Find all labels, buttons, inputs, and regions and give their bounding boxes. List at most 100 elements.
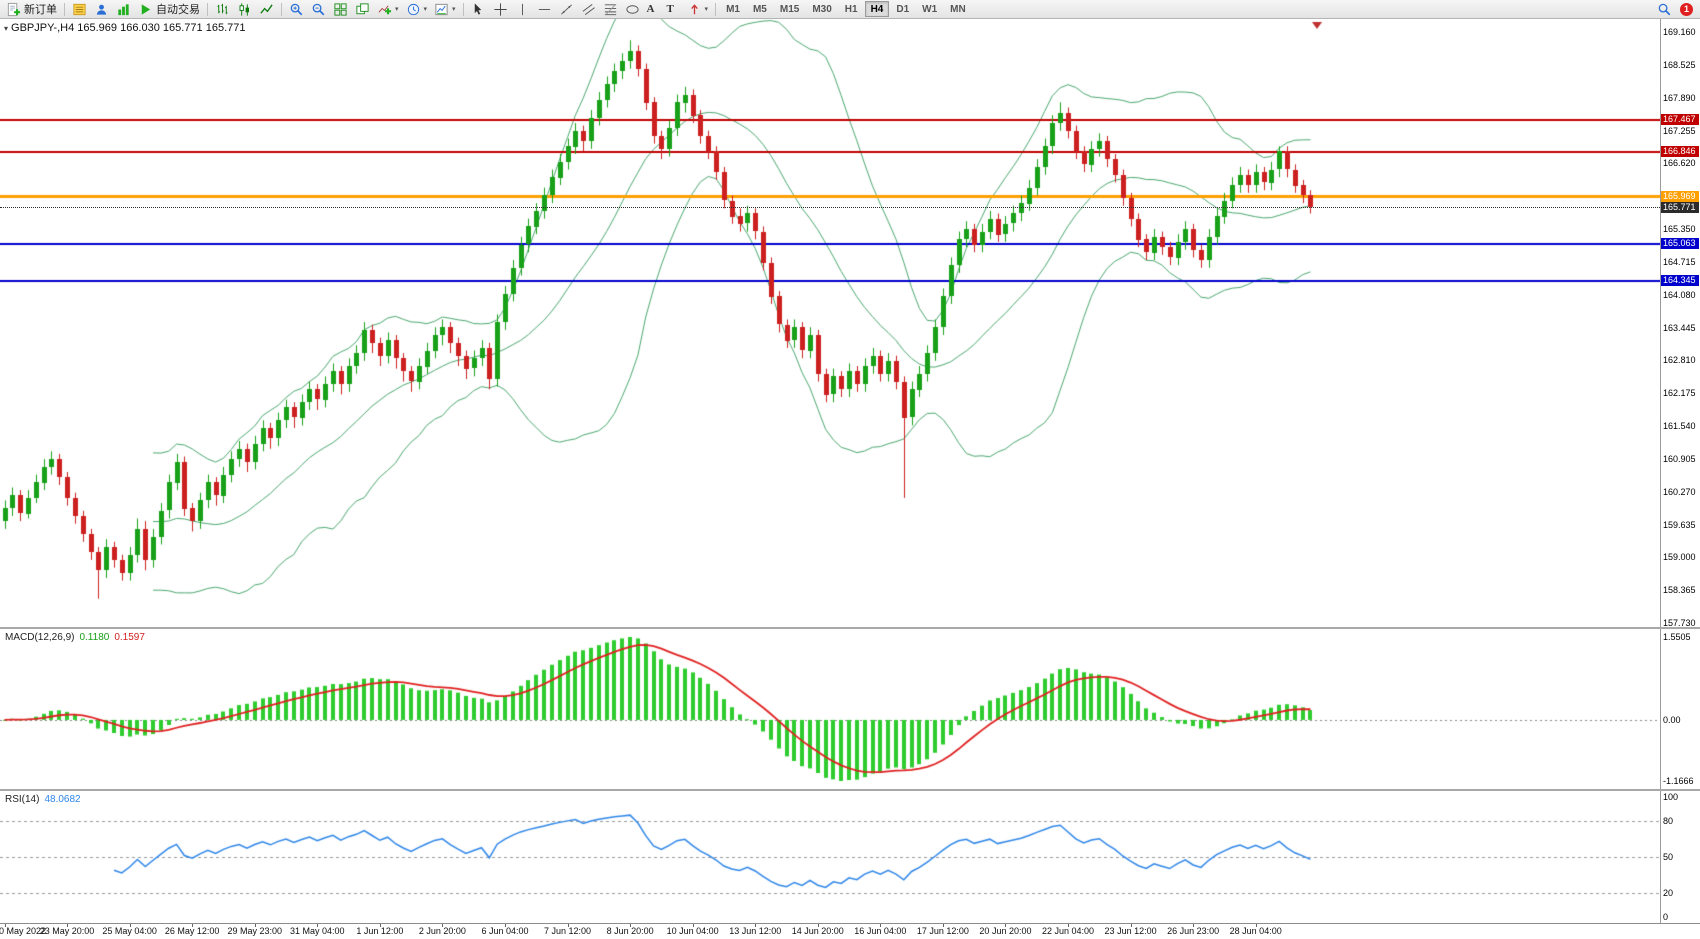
arrows-tool-button[interactable]: ▾ (684, 1, 712, 18)
time-axis-tick (1131, 924, 1132, 927)
price-axis-tick: 159.000 (1663, 552, 1696, 563)
shapes-tool-button[interactable] (622, 1, 643, 18)
time-axis-tick (630, 924, 631, 927)
text-label-tool-button[interactable]: T (664, 1, 683, 18)
time-axis-tick (1256, 924, 1257, 927)
time-axis-label: 13 Jun 12:00 (729, 926, 782, 936)
price-axis-tick: 158.365 (1663, 585, 1696, 596)
clock-icon (407, 3, 419, 15)
price-axis-tick: 159.635 (1663, 519, 1696, 530)
new-order-icon (7, 2, 21, 16)
add-indicator-button[interactable]: ▾ (374, 1, 402, 18)
time-axis-tick (880, 924, 881, 927)
vertical-line-tool-button[interactable] (512, 1, 533, 18)
timeframe-m1-button[interactable]: M1 (720, 1, 746, 17)
chart-symbol-period: GBPJPY-,H4 (11, 22, 75, 34)
time-axis-label: 31 May 04:00 (290, 926, 345, 936)
price-level-label: 164.345 (1661, 275, 1699, 287)
vertical-line-icon (521, 3, 523, 15)
text-t-icon: T (666, 3, 674, 15)
time-axis[interactable] (0, 924, 1700, 939)
toolbar: 新订单 自动交易 (0, 0, 1700, 19)
macd-signal-value: 0.1597 (114, 632, 145, 643)
horizontal-line-icon (538, 8, 550, 10)
panel-separator[interactable] (0, 789, 1700, 791)
symbol-dropdown-icon[interactable]: ▾ (4, 24, 9, 33)
rsi-value: 48.0682 (44, 794, 81, 805)
fibonacci-tool-button[interactable] (600, 1, 621, 18)
horizontal-line-tool-button[interactable] (534, 1, 555, 18)
timeframe-h1-button[interactable]: H1 (839, 1, 864, 17)
auto-trading-label: 自动交易 (156, 4, 200, 16)
notification-badge[interactable]: 1 (1680, 2, 1693, 16)
templates-button[interactable]: ▾ (431, 1, 459, 18)
auto-trading-icon (141, 3, 151, 15)
market-watch-button[interactable] (69, 1, 90, 18)
time-axis-label: 6 Jun 04:00 (481, 926, 529, 936)
new-order-label: 新订单 (24, 4, 57, 16)
timeframe-m30-button[interactable]: M30 (806, 1, 837, 17)
timeframe-h4-button[interactable]: H4 (864, 1, 890, 17)
crosshair-tool-button[interactable] (490, 1, 511, 18)
profile-icon (96, 4, 107, 15)
periods-button[interactable]: ▾ (403, 1, 431, 18)
time-axis-label: 20 Jun 20:00 (979, 926, 1032, 936)
rsi-canvas[interactable] (0, 791, 1660, 923)
time-axis-tick (693, 924, 694, 927)
line-chart-icon (260, 3, 273, 14)
macd-name: MACD(12,26,9) (5, 632, 75, 643)
ohlc-bars-icon (217, 3, 228, 14)
dropdown-caret-icon: ▾ (452, 5, 456, 13)
channel-tool-button[interactable] (578, 1, 599, 18)
chart-line-button[interactable] (256, 1, 277, 18)
current-price-line[interactable] (0, 206, 1660, 208)
time-axis-tick (192, 924, 193, 927)
timeframe-d1-button[interactable]: D1 (890, 1, 915, 17)
zoom-out-icon (312, 3, 325, 15)
time-axis-label: 29 May 23:00 (227, 926, 283, 936)
market-watch-icon (73, 3, 86, 15)
chart-candles-button[interactable] (234, 1, 255, 18)
price-level-label: 166.846 (1661, 146, 1699, 158)
time-axis-label: 20 May 2022 (0, 926, 47, 936)
text-tool-button[interactable]: A (644, 1, 663, 18)
time-axis-tick (255, 924, 256, 927)
auto-trading-button[interactable]: 自动交易 (135, 1, 203, 18)
dropdown-caret-icon: ▾ (423, 5, 428, 13)
candlestick-icon (239, 2, 249, 16)
time-axis-tick (1005, 924, 1006, 927)
macd-canvas[interactable] (0, 629, 1660, 789)
macd-indicator-label: MACD(12,26,9) 0.1180 0.1597 (5, 632, 145, 643)
arrow-icon (690, 3, 698, 14)
profile-button[interactable] (91, 1, 112, 18)
cascade-windows-button[interactable] (352, 1, 373, 18)
charts-button[interactable] (113, 1, 134, 18)
price-axis-tick: 163.445 (1663, 322, 1696, 333)
price-axis-tick: 164.080 (1663, 289, 1696, 300)
zoom-out-button[interactable] (308, 1, 329, 18)
time-axis-tick (568, 924, 569, 927)
toolbar-separator (462, 2, 464, 16)
timeframe-mn-button[interactable]: MN (944, 1, 972, 17)
fibonacci-icon (604, 3, 616, 15)
tile-windows-button[interactable] (330, 1, 351, 18)
timeframe-w1-button[interactable]: W1 (916, 1, 943, 17)
time-axis-tick (380, 924, 381, 927)
macd-scale-min: -1.1666 (1663, 776, 1694, 786)
chart-bars-button[interactable] (212, 1, 233, 18)
template-icon (435, 3, 448, 15)
panel-separator[interactable] (0, 627, 1700, 629)
cursor-tool-button[interactable] (468, 1, 489, 18)
trendline-tool-button[interactable] (556, 1, 577, 18)
macd-histogram-value: 0.1180 (79, 632, 110, 643)
time-axis-tick (5, 924, 6, 927)
timeframe-m15-button[interactable]: M15 (774, 1, 805, 17)
main-chart-canvas[interactable] (0, 19, 1660, 627)
search-button[interactable] (1654, 1, 1675, 18)
zoom-in-button[interactable] (286, 1, 307, 18)
timeframe-m5-button[interactable]: M5 (747, 1, 773, 17)
time-axis-label: 23 May 20:00 (39, 926, 95, 936)
time-axis-label: 14 Jun 20:00 (791, 926, 844, 936)
new-order-button[interactable]: 新订单 (3, 1, 60, 18)
rsi-scale-label: 50 (1663, 852, 1674, 862)
